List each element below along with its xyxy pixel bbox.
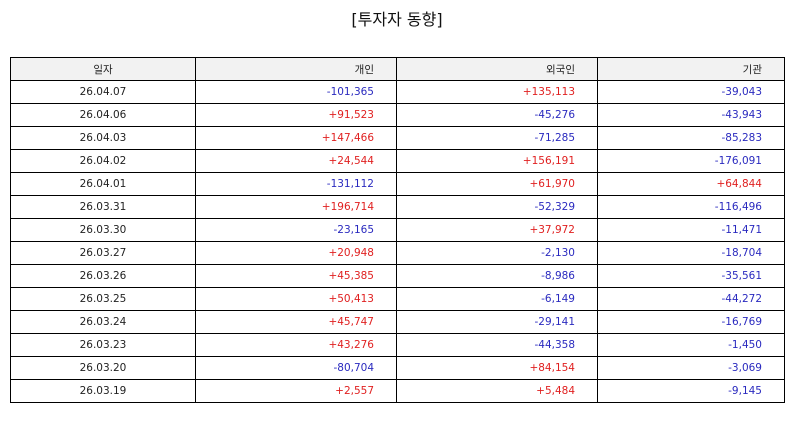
institution-cell: -44,272 <box>597 287 785 311</box>
individual-cell: +45,385 <box>195 264 397 288</box>
table-body: 26.04.07 -101,365 +135,113 -39,043 26.04.06 +… <box>10 80 785 403</box>
table-row: 26.03.24 +45,747 -29,141 -16,769 <box>10 310 785 334</box>
institution-cell: +64,844 <box>597 172 785 196</box>
foreign-cell: -45,276 <box>396 103 598 127</box>
foreign-cell: -52,329 <box>396 195 598 219</box>
foreign-cell: +135,113 <box>396 80 598 104</box>
date-cell: 26.03.26 <box>10 264 196 288</box>
date-cell: 26.04.01 <box>10 172 196 196</box>
table-row: 26.04.02 +24,544 +156,191 -176,091 <box>10 149 785 173</box>
table-row: 26.04.06 +91,523 -45,276 -43,943 <box>10 103 785 127</box>
foreign-cell: -8,986 <box>396 264 598 288</box>
institution-cell: -85,283 <box>597 126 785 150</box>
institution-cell: -1,450 <box>597 333 785 357</box>
table-row: 26.04.07 -101,365 +135,113 -39,043 <box>10 80 785 104</box>
date-cell: 26.03.30 <box>10 218 196 242</box>
individual-cell: -23,165 <box>195 218 397 242</box>
table-row: 26.03.25 +50,413 -6,149 -44,272 <box>10 287 785 311</box>
page-title: [투자자 동향] <box>351 10 443 29</box>
foreign-cell: -29,141 <box>396 310 598 334</box>
individual-cell: +147,466 <box>195 126 397 150</box>
foreign-cell: +84,154 <box>396 356 598 380</box>
institution-cell: -176,091 <box>597 149 785 173</box>
table-row: 26.03.27 +20,948 -2,130 -18,704 <box>10 241 785 265</box>
date-cell: 26.03.24 <box>10 310 196 334</box>
date-cell: 26.04.07 <box>10 80 196 104</box>
table-header-row: 일자 개인 외국인 기관 <box>10 57 785 81</box>
institution-cell: -18,704 <box>597 241 785 265</box>
date-cell: 26.04.03 <box>10 126 196 150</box>
table-row: 26.03.30 -23,165 +37,972 -11,471 <box>10 218 785 242</box>
individual-cell: +45,747 <box>195 310 397 334</box>
institution-cell: -11,471 <box>597 218 785 242</box>
foreign-cell: +156,191 <box>396 149 598 173</box>
institution-cell: -39,043 <box>597 80 785 104</box>
table-row: 26.03.26 +45,385 -8,986 -35,561 <box>10 264 785 288</box>
table-row: 26.04.03 +147,466 -71,285 -85,283 <box>10 126 785 150</box>
individual-cell: +20,948 <box>195 241 397 265</box>
date-cell: 26.03.19 <box>10 379 196 403</box>
individual-cell: +91,523 <box>195 103 397 127</box>
foreign-cell: +5,484 <box>396 379 598 403</box>
header-foreign: 외국인 <box>396 57 598 81</box>
institution-cell: -3,069 <box>597 356 785 380</box>
date-cell: 26.03.31 <box>10 195 196 219</box>
individual-cell: +43,276 <box>195 333 397 357</box>
institution-cell: -9,145 <box>597 379 785 403</box>
foreign-cell: +61,970 <box>396 172 598 196</box>
date-cell: 26.04.06 <box>10 103 196 127</box>
foreign-cell: -71,285 <box>396 126 598 150</box>
foreign-cell: -44,358 <box>396 333 598 357</box>
date-cell: 26.04.02 <box>10 149 196 173</box>
foreign-cell: +37,972 <box>396 218 598 242</box>
date-cell: 26.03.25 <box>10 287 196 311</box>
date-cell: 26.03.20 <box>10 356 196 380</box>
individual-cell: -80,704 <box>195 356 397 380</box>
header-date: 일자 <box>10 57 196 81</box>
institution-cell: -116,496 <box>597 195 785 219</box>
table-row: 26.03.31 +196,714 -52,329 -116,496 <box>10 195 785 219</box>
table-row: 26.03.20 -80,704 +84,154 -3,069 <box>10 356 785 380</box>
institution-cell: -16,769 <box>597 310 785 334</box>
table-row: 26.04.01 -131,112 +61,970 +64,844 <box>10 172 785 196</box>
header-individual: 개인 <box>195 57 397 81</box>
investor-trend-table: 일자 개인 외국인 기관 26.04.07 -101,365 +135,113 -39… <box>10 57 785 403</box>
foreign-cell: -6,149 <box>396 287 598 311</box>
institution-cell: -43,943 <box>597 103 785 127</box>
individual-cell: -131,112 <box>195 172 397 196</box>
individual-cell: +50,413 <box>195 287 397 311</box>
header-institution: 기관 <box>597 57 785 81</box>
table-row: 26.03.23 +43,276 -44,358 -1,450 <box>10 333 785 357</box>
institution-cell: -35,561 <box>597 264 785 288</box>
individual-cell: -101,365 <box>195 80 397 104</box>
foreign-cell: -2,130 <box>396 241 598 265</box>
date-cell: 26.03.23 <box>10 333 196 357</box>
individual-cell: +24,544 <box>195 149 397 173</box>
individual-cell: +2,557 <box>195 379 397 403</box>
individual-cell: +196,714 <box>195 195 397 219</box>
date-cell: 26.03.27 <box>10 241 196 265</box>
table-row: 26.03.19 +2,557 +5,484 -9,145 <box>10 379 785 403</box>
